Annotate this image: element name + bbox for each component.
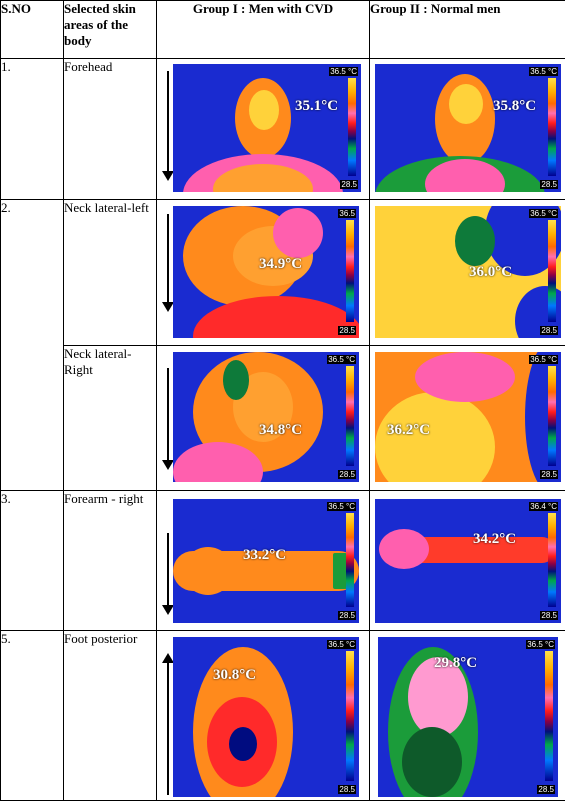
header-group2: Group II : Normal men (370, 1, 565, 59)
thermal-image-neck-left-cvd: 36.5 28.5 34.9°C (173, 206, 359, 338)
thermal-image-forearm-cvd: 36.5 °C 28.5 33.2°C (173, 499, 359, 623)
thermal-image-forehead-normal: 36.5 °C 28.5 35.8°C (375, 64, 561, 192)
header-row: S.NO Selected skin areas of the body Gro… (1, 1, 565, 59)
row-skin-area: Foot posterior (64, 631, 157, 801)
table-row: Neck lateral-Right 36.5 °C 28.5 34.8°C 3… (1, 346, 565, 491)
group2-image-cell: 36.5 °C 28.5 35.8°C (370, 59, 565, 200)
arrow-up-icon (167, 655, 169, 795)
thermal-image-forehead-cvd: 36.5 °C 28.5 35.1°C (173, 64, 361, 192)
row-skin-area: Neck lateral-left (64, 200, 157, 346)
thermal-image-foot-cvd: 36.5 °C 28.5 30.8°C (173, 637, 359, 797)
temperature-label: 35.1°C (295, 98, 338, 115)
row-sno: 3. (1, 491, 64, 631)
temperature-label: 34.8°C (259, 422, 302, 439)
table-row: 3. Forearm - right 36.5 °C 28.5 33.2°C 3… (1, 491, 565, 631)
table-row: 1. Forehead 36.5 °C 28.5 35.1°C (1, 59, 565, 200)
row-skin-area: Forearm - right (64, 491, 157, 631)
thermal-image-neck-right-normal: 36.5 °C 28.5 36.2°C (375, 352, 561, 482)
row-sno (1, 346, 64, 491)
group2-image-cell: 36.5 °C 28.5 36.2°C (370, 346, 565, 491)
thermal-image-forearm-normal: 36.4 °C 28.5 34.2°C (375, 499, 561, 623)
group1-image-cell: 36.5 28.5 34.9°C (157, 200, 370, 346)
row-sno: 5. (1, 631, 64, 801)
temperature-label: 34.2°C (473, 531, 516, 548)
group2-image-cell: 36.5 °C 28.5 29.8°C (370, 631, 565, 801)
header-sno: S.NO (1, 1, 64, 59)
arrow-down-icon (167, 533, 169, 613)
temperature-label: 36.2°C (387, 422, 430, 439)
group2-image-cell: 36.5 °C 28.5 36.0°C (370, 200, 565, 346)
row-skin-area: Forehead (64, 59, 157, 200)
table-row: 5. Foot posterior 36.5 °C 28.5 30.8°C 36… (1, 631, 565, 801)
group2-image-cell: 36.4 °C 28.5 34.2°C (370, 491, 565, 631)
arrow-down-icon (167, 71, 169, 179)
row-sno: 2. (1, 200, 64, 346)
arrow-down-icon (167, 214, 169, 310)
header-skin-area: Selected skin areas of the body (64, 1, 157, 59)
row-sno: 1. (1, 59, 64, 200)
group1-image-cell: 36.5 °C 28.5 30.8°C (157, 631, 370, 801)
header-group1: Group I : Men with CVD (157, 1, 370, 59)
thermal-image-neck-right-cvd: 36.5 °C 28.5 34.8°C (173, 352, 359, 482)
temperature-label: 29.8°C (434, 655, 477, 672)
temperature-label: 34.9°C (259, 256, 302, 273)
row-skin-area: Neck lateral-Right (64, 346, 157, 491)
group1-image-cell: 36.5 °C 28.5 34.8°C (157, 346, 370, 491)
arrow-down-icon (167, 368, 169, 468)
temperature-label: 36.0°C (469, 264, 512, 281)
temperature-label: 33.2°C (243, 547, 286, 564)
group1-image-cell: 36.5 °C 28.5 35.1°C (157, 59, 370, 200)
table-row: 2. Neck lateral-left 36.5 28.5 34.9°C 36 (1, 200, 565, 346)
thermal-image-neck-left-normal: 36.5 °C 28.5 36.0°C (375, 206, 561, 338)
thermal-image-foot-normal: 36.5 °C 28.5 29.8°C (378, 637, 558, 797)
temperature-label: 35.8°C (493, 98, 536, 115)
group1-image-cell: 36.5 °C 28.5 33.2°C (157, 491, 370, 631)
temperature-label: 30.8°C (213, 667, 256, 684)
